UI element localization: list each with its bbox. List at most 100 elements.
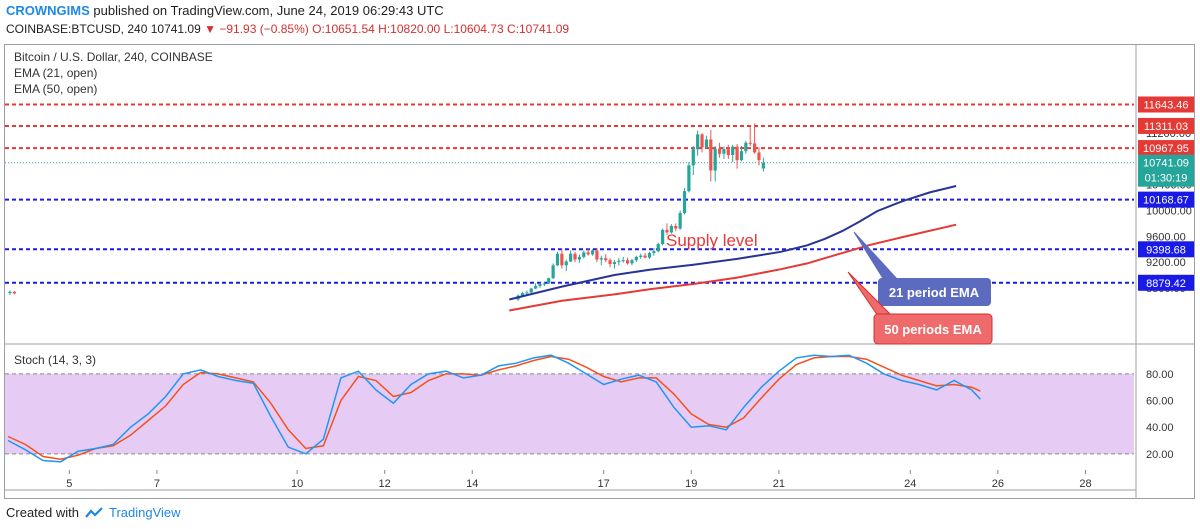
candle: [599, 258, 603, 260]
ema21-callout-label: 21 period EMA: [889, 285, 980, 300]
ema50-callout-label: 50 periods EMA: [884, 322, 982, 337]
candle: [542, 283, 546, 285]
ema21-legend[interactable]: EMA (21, open): [14, 66, 98, 80]
candle: [617, 260, 621, 263]
candle: [560, 253, 564, 266]
footer: Created with TradingView: [6, 505, 181, 520]
stoch-k-line: [7, 354, 981, 463]
candle: [739, 151, 744, 161]
down-arrow-icon: ▼: [204, 22, 217, 36]
candle: [520, 293, 525, 296]
candle: [8, 291, 12, 294]
candle: [717, 148, 722, 154]
candle: [639, 255, 643, 257]
candle: [625, 260, 630, 264]
candle: [634, 256, 638, 261]
candle: [525, 292, 529, 294]
candle: [577, 256, 581, 260]
candle: [621, 260, 625, 262]
ema21-callout-box: [878, 278, 991, 306]
published-text: published on TradingView.com, June 24, 2…: [93, 3, 444, 18]
candle: [757, 152, 761, 161]
stoch-tick-label: 80.00: [1146, 369, 1174, 381]
x-tick-label: 21: [773, 478, 785, 490]
price-tick-label: 10000.00: [1146, 206, 1192, 218]
countdown-label: 01:30:19: [1145, 173, 1188, 185]
candle: [612, 262, 617, 265]
candle: [604, 258, 608, 261]
candle: [726, 149, 730, 156]
chart-legend-title: Bitcoin / U.S. Dollar, 240, COINBASE: [14, 50, 213, 64]
candle: [534, 285, 538, 289]
support-level-label: 10168.67: [1143, 195, 1189, 207]
candle: [538, 284, 542, 286]
candle: [551, 265, 555, 279]
candle: [564, 261, 568, 266]
candle: [12, 291, 16, 294]
x-tick-label: 10: [291, 478, 303, 490]
x-tick-label: 5: [66, 478, 72, 490]
candle: [678, 213, 682, 229]
candle: [731, 146, 735, 156]
candle: [656, 244, 660, 252]
support-level-label-bg: [1138, 191, 1194, 208]
last-price-label: 10741.09: [1143, 158, 1189, 170]
chart-frame: [4, 44, 1195, 499]
candle: [704, 139, 709, 148]
stoch-band: [5, 373, 1134, 454]
open-value: O:10651.54: [312, 22, 375, 36]
created-with: Created with: [6, 505, 79, 520]
ema50-legend[interactable]: EMA (50, open): [14, 82, 98, 96]
candle: [547, 278, 551, 284]
candle: [630, 260, 634, 264]
stoch-legend[interactable]: Stoch (14, 3, 3): [14, 353, 97, 367]
author-link[interactable]: CROWNGIMS: [6, 3, 90, 18]
resistance-level-label: 10967.95: [1143, 143, 1189, 155]
resistance-level-label: 11643.46: [1143, 99, 1188, 111]
resistance-level-label-bg: [1138, 140, 1194, 157]
support-level-label: 9398.68: [1146, 244, 1186, 256]
stoch-tick-label: 60.00: [1146, 396, 1174, 408]
tradingview-brand[interactable]: TradingView: [108, 505, 181, 520]
candle: [608, 260, 612, 265]
ohlc-line: COINBASE:BTCUSD, 240 10741.09 ▼ −91.93 (…: [6, 22, 569, 36]
candle: [748, 142, 752, 144]
candle: [643, 255, 647, 258]
publish-line: CROWNGIMS published on TradingView.com, …: [6, 3, 444, 18]
resistance-level-label-bg: [1138, 117, 1194, 134]
support-level-label: 8879.42: [1146, 278, 1186, 290]
symbol: COINBASE:BTCUSD, 240: [6, 22, 148, 36]
candle: [529, 288, 533, 293]
x-tick-label: 12: [379, 478, 391, 490]
candle: [647, 253, 652, 258]
last-price: 10741.09: [150, 22, 201, 36]
candle: [674, 225, 678, 229]
candle: [753, 143, 757, 153]
last-price-label-bg: [1138, 154, 1194, 187]
x-tick-label: 7: [154, 478, 160, 490]
candle: [665, 229, 669, 233]
candle: [573, 253, 577, 260]
candle: [744, 142, 748, 152]
candle: [682, 191, 687, 214]
candle: [691, 149, 695, 166]
x-tick-label: 28: [1079, 478, 1091, 490]
ema50-callout-box: [873, 313, 993, 345]
candle: [586, 252, 590, 255]
tradingview-logo-icon: [85, 506, 103, 518]
candle: [722, 149, 726, 154]
candle: [687, 165, 691, 192]
candle: [761, 162, 765, 169]
stoch-tick-label: 40.00: [1146, 422, 1174, 434]
candle: [696, 134, 700, 150]
candle: [652, 251, 656, 254]
x-tick-label: 17: [598, 478, 610, 490]
low-value: L:10604.73: [443, 22, 504, 36]
candle: [595, 250, 599, 260]
ema21-line: [509, 185, 957, 301]
candle: [590, 250, 595, 255]
x-tick-label: 24: [904, 478, 916, 490]
price-change: −91.93 (−0.85%): [219, 22, 309, 36]
supply-level-label: Supply level: [666, 231, 758, 250]
